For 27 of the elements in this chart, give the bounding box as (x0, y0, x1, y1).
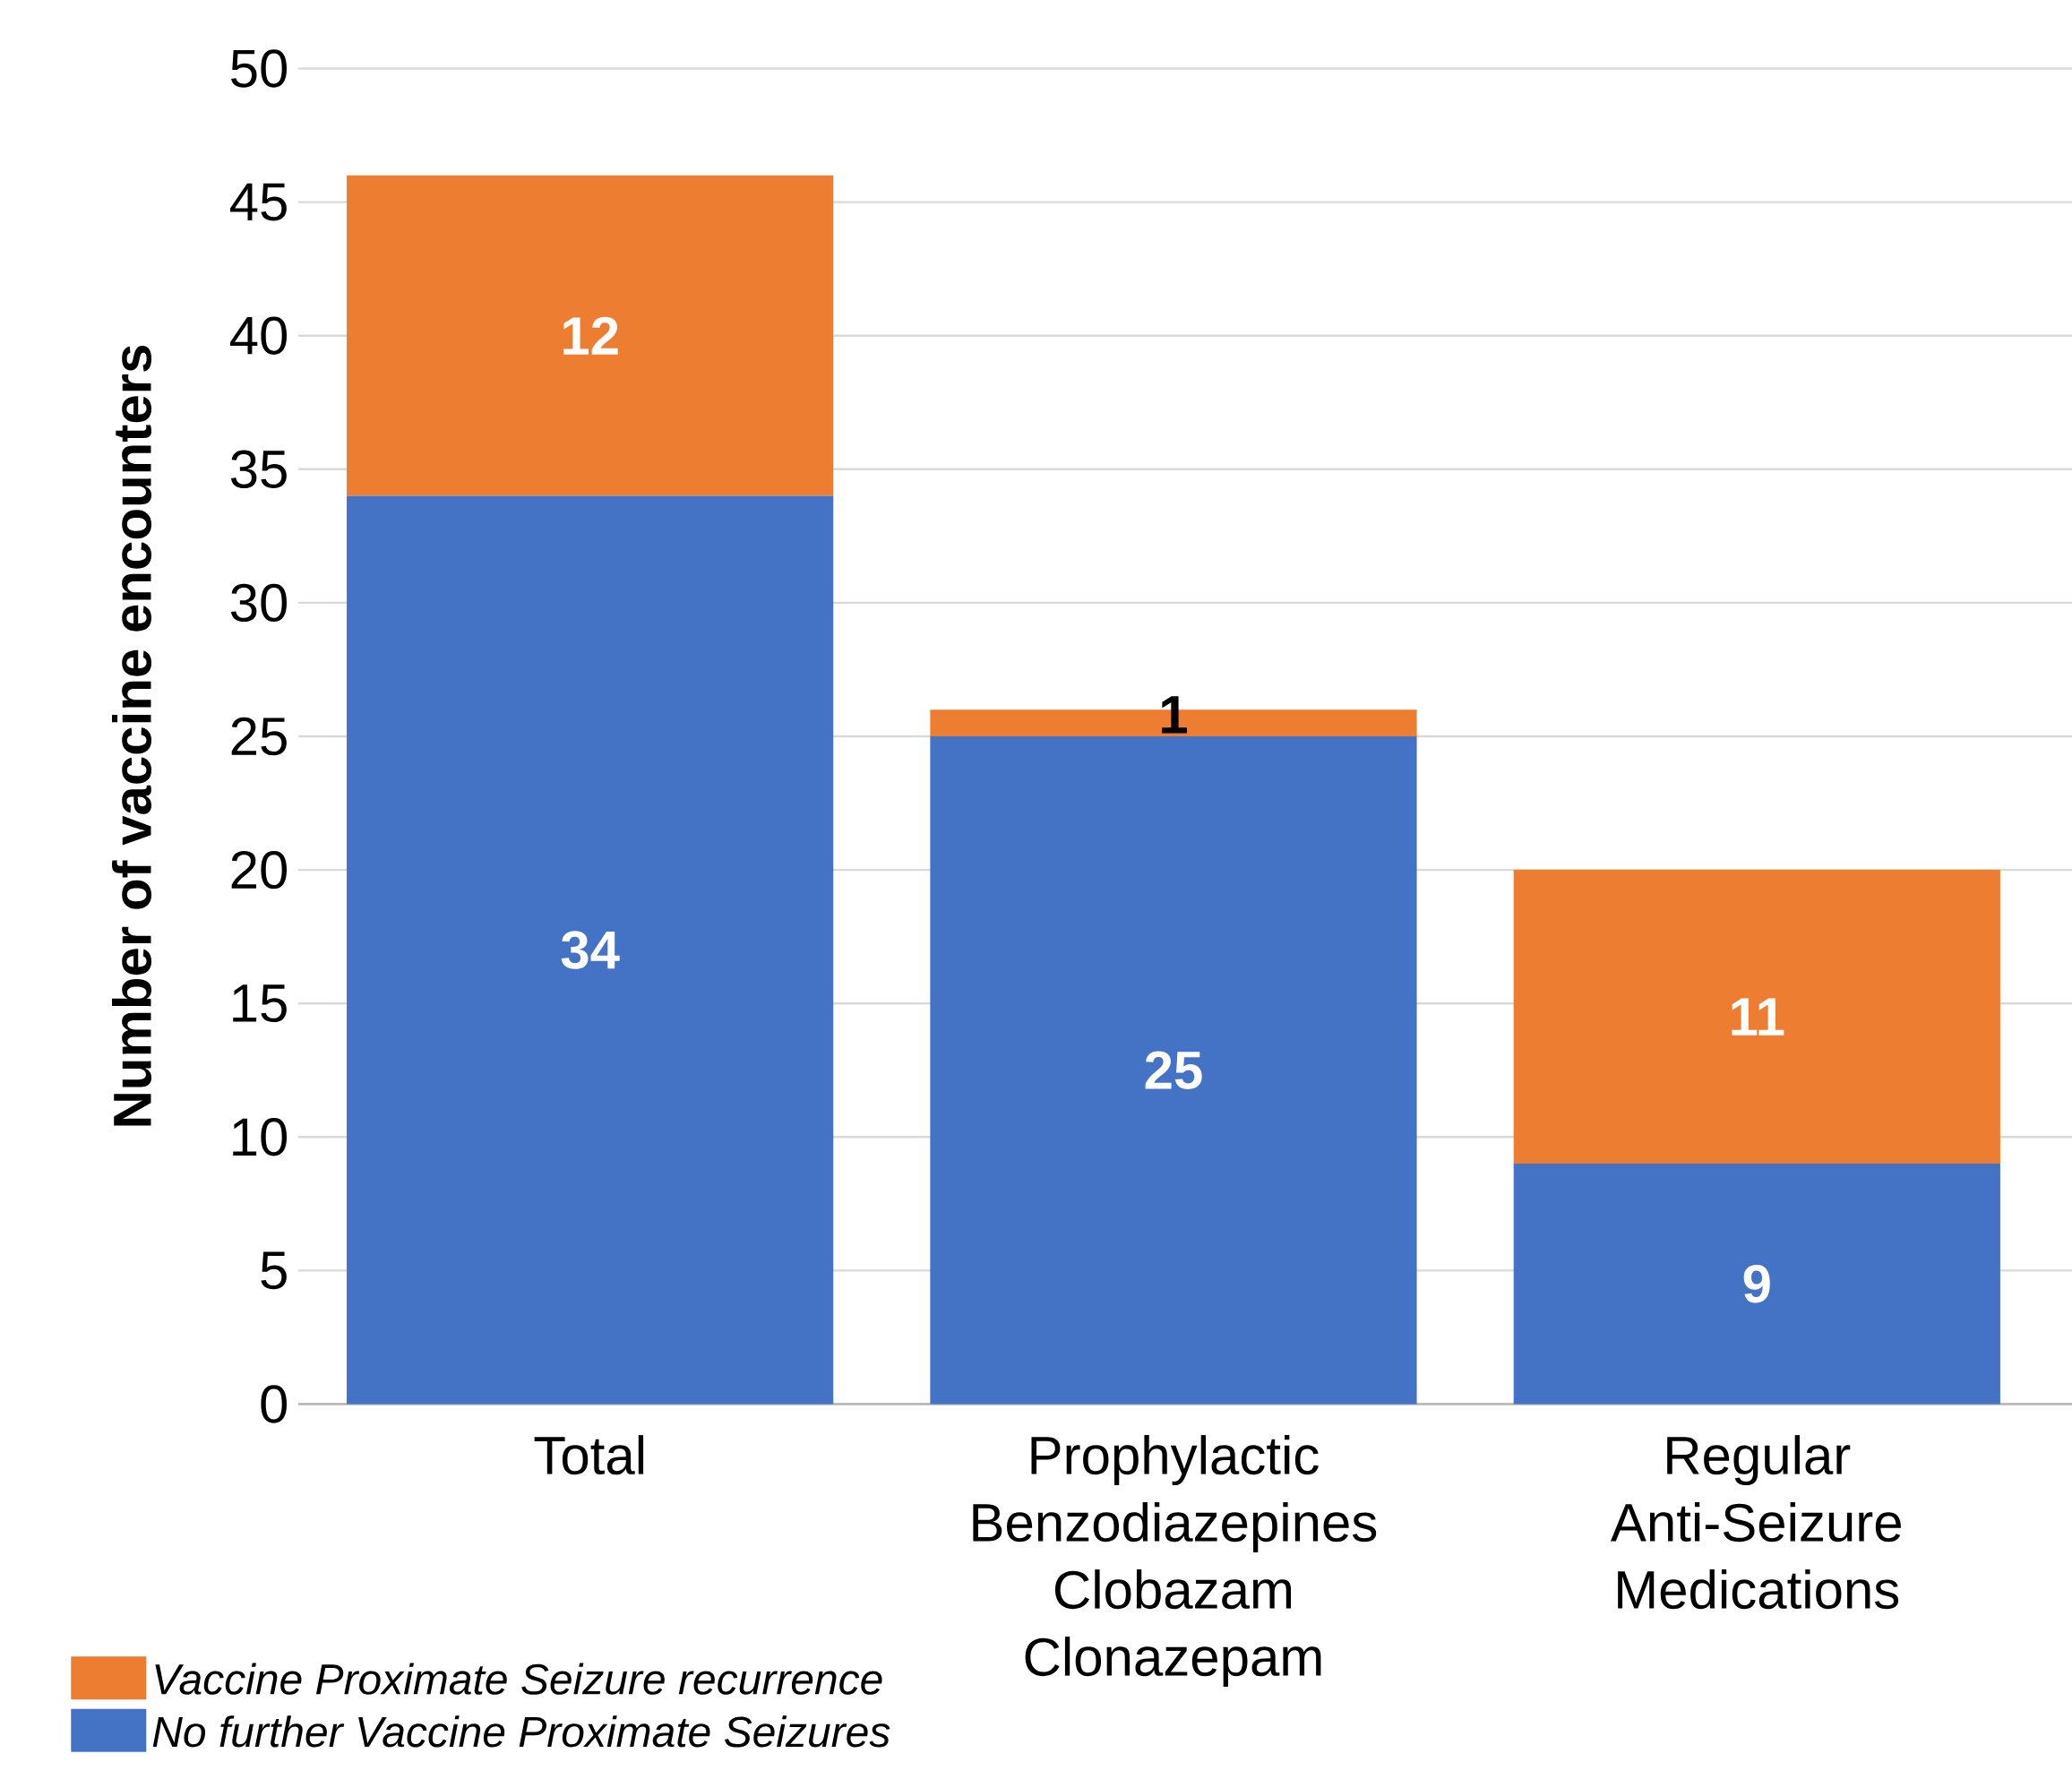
x-tick-label: Regular Anti-Seizure Medications (1610, 1435, 1901, 1610)
y-tick-label: 35 (230, 450, 287, 489)
data-label: 9 (1743, 1265, 1770, 1303)
data-label: 11 (1732, 998, 1784, 1036)
y-tick-label: 5 (261, 1251, 287, 1290)
bar (1513, 1164, 2000, 1405)
y-tick-label: 10 (233, 1118, 288, 1156)
legend-label: Vaccine Proximate Seizure recurrence (155, 1663, 882, 1695)
data-label: 34 (561, 931, 620, 969)
data-label: 25 (1145, 1051, 1202, 1089)
y-tick-label: 40 (230, 316, 288, 355)
bar (930, 736, 1417, 1405)
y-tick-label: 45 (230, 183, 287, 221)
y-tick-label: 50 (231, 49, 288, 88)
y-tick-label: 30 (230, 583, 288, 623)
y-tick-label: 15 (233, 984, 287, 1023)
bar (347, 175, 834, 496)
bar (1513, 870, 2000, 1165)
data-label: 12 (563, 316, 618, 355)
x-tick-label: Total (534, 1435, 644, 1475)
x-tick-label: Prophylactic Benzodiazepines Clobazam Clonazepam (973, 1435, 1377, 1688)
bar (347, 495, 834, 1405)
y-axis-title: Number of vaccine encounters (112, 346, 152, 1126)
y-tick-label: 25 (231, 717, 287, 756)
y-tick-label: 0 (261, 1385, 288, 1423)
y-tick-label: 20 (231, 850, 288, 890)
legend-label: No further Vaccine Proximate Seizures (152, 1715, 890, 1748)
